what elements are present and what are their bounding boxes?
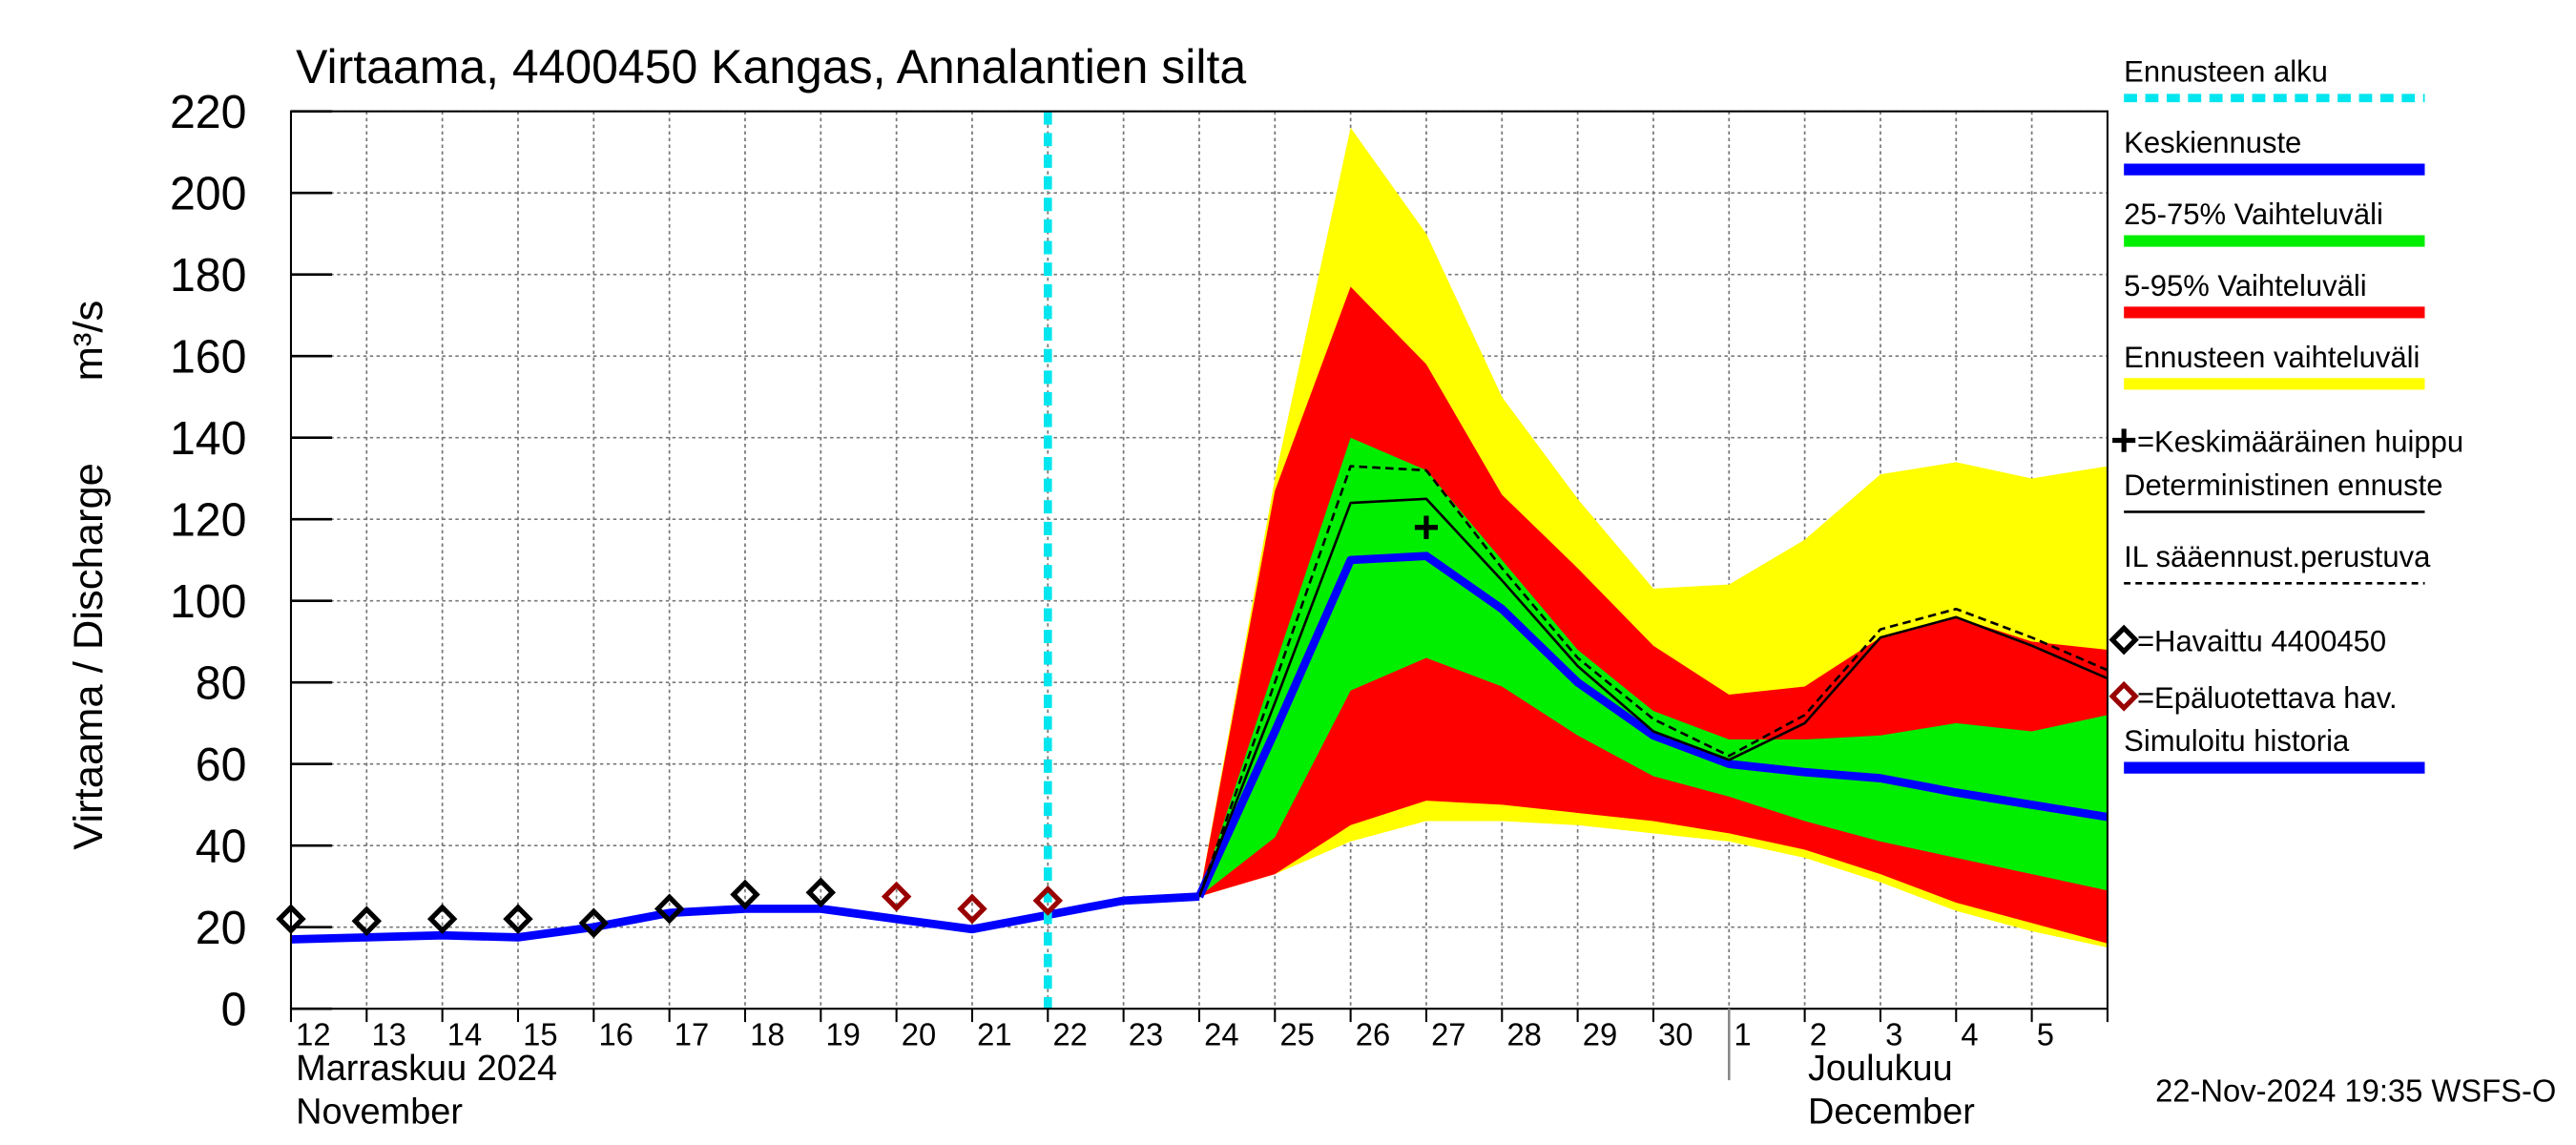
legend-label: 25-75% Vaihteluväli bbox=[2124, 198, 2383, 231]
legend-label: Keskiennuste bbox=[2124, 126, 2301, 159]
legend: Ennusteen alku Keskiennuste 25-75% Vaihtel… bbox=[2109, 54, 2463, 774]
x-tick-label: 28 bbox=[1506, 1016, 1541, 1051]
chart-title: Virtaama, 4400450 Kangas, Annalantien si… bbox=[296, 40, 1246, 94]
legend-label: Ennusteen alku bbox=[2124, 54, 2328, 88]
x-tick-label: 15 bbox=[523, 1016, 557, 1051]
x-tick-label: 19 bbox=[825, 1016, 860, 1051]
footer: 22-Nov-2024 19:35 WSFS-O bbox=[2155, 1073, 2556, 1109]
x-tick-label: 4 bbox=[1961, 1016, 1978, 1051]
legend-label: =Epäluotettava hav. bbox=[2137, 681, 2398, 715]
month-label: Marraskuu 2024 bbox=[296, 1049, 557, 1089]
y-tick-label: 120 bbox=[170, 494, 246, 546]
diamond-marker bbox=[654, 893, 685, 925]
x-tick-label: 13 bbox=[371, 1016, 405, 1051]
legend-label: IL sääennust.perustuva bbox=[2124, 540, 2431, 573]
diamond-marker bbox=[1032, 885, 1064, 916]
legend-label: Deterministinen ennuste bbox=[2124, 468, 2442, 502]
month-label: November bbox=[296, 1092, 463, 1132]
y-tick-label: 20 bbox=[196, 903, 247, 954]
y-tick-label: 140 bbox=[170, 413, 246, 465]
x-tick-label: 21 bbox=[977, 1016, 1011, 1051]
series-line bbox=[1197, 497, 2109, 898]
y-tick-label: 220 bbox=[170, 87, 246, 138]
x-tick-label: 20 bbox=[902, 1016, 936, 1051]
x-tick-label: 27 bbox=[1431, 1016, 1465, 1051]
legend-label: =Havaittu 4400450 bbox=[2137, 625, 2386, 658]
y-tick-label: 200 bbox=[170, 168, 246, 219]
diamond-marker bbox=[957, 893, 987, 925]
plus-marker bbox=[1414, 515, 1439, 539]
series-line bbox=[1197, 465, 2109, 898]
y-tick-label: 40 bbox=[196, 821, 247, 872]
x-tick-label: 30 bbox=[1658, 1016, 1693, 1051]
month-label: Joulukuu bbox=[1808, 1049, 1953, 1089]
month-label: December bbox=[1808, 1092, 1975, 1132]
y-tick-label: 80 bbox=[196, 657, 247, 709]
diamond-marker bbox=[578, 907, 610, 939]
x-tick-label: 23 bbox=[1129, 1016, 1163, 1051]
x-tick-label: 24 bbox=[1204, 1016, 1238, 1051]
diamond-marker bbox=[503, 904, 533, 935]
plot-frame bbox=[289, 110, 2109, 1010]
plus-marker bbox=[2112, 428, 2136, 452]
x-tick-label: 14 bbox=[447, 1016, 482, 1051]
x-tick-label: 5 bbox=[2037, 1016, 2054, 1051]
legend-label: Simuloitu historia bbox=[2124, 724, 2350, 758]
legend-label: Ennusteen vaihteluväli bbox=[2124, 341, 2420, 374]
plot-data bbox=[276, 111, 2109, 1010]
x-tick-label: 25 bbox=[1279, 1016, 1314, 1051]
diamond-marker bbox=[730, 879, 760, 910]
y-tick-label: 180 bbox=[170, 250, 246, 302]
y-tick-label: 160 bbox=[170, 331, 246, 383]
x-tick-label: 1 bbox=[1734, 1016, 1751, 1051]
y-tick-label: 100 bbox=[170, 576, 246, 628]
x-tick-label: 16 bbox=[598, 1016, 633, 1051]
series-line bbox=[1195, 552, 2109, 899]
x-tick-label: 18 bbox=[750, 1016, 784, 1051]
legend-label: =Keskimääräinen huippu bbox=[2137, 426, 2463, 459]
x-tick-label: 2 bbox=[1810, 1016, 1827, 1051]
x-tick-label: 17 bbox=[675, 1016, 709, 1051]
y-axis-unit: m³/s bbox=[66, 301, 112, 382]
diamond-marker bbox=[2109, 680, 2139, 712]
legend-label: 5-95% Vaihteluväli bbox=[2124, 269, 2366, 302]
x-tick-label: 29 bbox=[1583, 1016, 1617, 1051]
diamond-marker bbox=[351, 906, 383, 937]
y-tick-label: 60 bbox=[196, 739, 247, 791]
x-tick-label: 12 bbox=[296, 1016, 330, 1051]
x-tick-label: 26 bbox=[1356, 1016, 1390, 1051]
x-tick-label: 3 bbox=[1885, 1016, 1902, 1051]
y-axis-label: Virtaama / Discharge bbox=[66, 463, 112, 850]
diamond-marker bbox=[426, 904, 458, 935]
x-tick-label: 22 bbox=[1052, 1016, 1087, 1051]
diamond-marker bbox=[881, 881, 912, 912]
diamond-marker bbox=[805, 877, 837, 908]
diamond-marker bbox=[2109, 624, 2139, 656]
y-tick-label: 0 bbox=[221, 984, 247, 1035]
